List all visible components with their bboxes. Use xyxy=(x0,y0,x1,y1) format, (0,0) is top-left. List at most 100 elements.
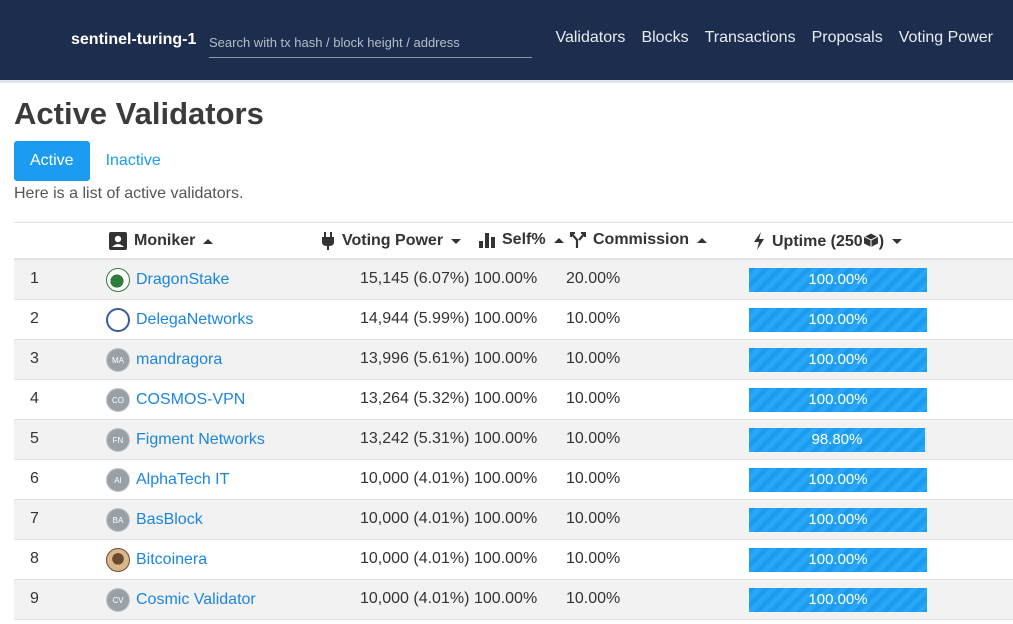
uptime-bar: 98.80% xyxy=(749,428,927,452)
sort-down-icon xyxy=(892,239,903,244)
table-row[interactable]: 8 Bitcoinera 10,000 (4.01%) 100.00% 10.0… xyxy=(14,540,1013,580)
tab-active[interactable]: Active xyxy=(14,141,90,181)
avatar: CV xyxy=(106,588,130,612)
tab-inactive[interactable]: Inactive xyxy=(105,152,161,169)
column-header-commission[interactable]: Commission xyxy=(569,231,709,249)
validator-link[interactable]: Cosmic Validator xyxy=(136,591,256,608)
page-title: Active Validators xyxy=(14,96,264,131)
nav-link-transactions[interactable]: Transactions xyxy=(704,29,796,46)
uptime-bar: 100.00% xyxy=(749,308,927,332)
table-row[interactable]: 4 CO COSMOS-VPN 13,264 (5.32%) 100.00% 1… xyxy=(14,380,1013,420)
voting-power-cell: 13,242 (5.31%) xyxy=(360,430,470,447)
uptime-fill: 100.00% xyxy=(749,388,927,412)
validator-link[interactable]: Bitcoinera xyxy=(136,551,208,568)
rank-cell: 7 xyxy=(30,510,39,527)
network-brand[interactable]: sentinel-turing-1 xyxy=(71,31,197,48)
nav-link-voting-power[interactable]: Voting Power xyxy=(898,29,993,46)
top-navbar: sentinel-turing-1 Validators Blocks Tran… xyxy=(0,0,1013,83)
rank-cell: 1 xyxy=(30,270,39,287)
voting-power-cell: 13,264 (5.32%) xyxy=(360,390,470,407)
commission-cell: 10.00% xyxy=(566,310,621,327)
uptime-bar: 100.00% xyxy=(749,548,927,572)
commission-cell: 10.00% xyxy=(566,550,621,567)
nav-link-validators[interactable]: Validators xyxy=(555,29,626,46)
table-row[interactable]: 5 FN Figment Networks 13,242 (5.31%) 100… xyxy=(14,420,1013,460)
column-header-moniker[interactable]: Moniker xyxy=(108,231,215,251)
voting-power-cell: 10,000 (4.01%) xyxy=(360,510,470,527)
rank-cell: 2 xyxy=(30,310,39,327)
validator-link[interactable]: AlphaTech IT xyxy=(136,471,230,488)
validator-link[interactable]: COSMOS-VPN xyxy=(136,391,246,408)
nav-link-proposals[interactable]: Proposals xyxy=(811,29,883,46)
uptime-bar: 100.00% xyxy=(749,588,927,612)
avatar: MA xyxy=(106,348,130,372)
table-row[interactable]: 9 CV Cosmic Validator 10,000 (4.01%) 100… xyxy=(14,580,1013,620)
rank-cell: 3 xyxy=(30,350,39,367)
validator-link[interactable]: Figment Networks xyxy=(136,431,265,448)
validator-link[interactable]: DragonStake xyxy=(136,271,230,288)
table-row[interactable]: 3 MA mandragora 13,996 (5.61%) 100.00% 1… xyxy=(14,340,1013,380)
uptime-fill: 100.00% xyxy=(749,308,927,332)
column-label-self: Self% xyxy=(502,231,546,248)
validators-table: Moniker Voting Power Self% Commission Up… xyxy=(14,222,1013,620)
commission-cell: 20.00% xyxy=(566,270,621,287)
uptime-fill: 98.80% xyxy=(749,428,925,452)
table-row[interactable]: 7 BA BasBlock 10,000 (4.01%) 100.00% 10.… xyxy=(14,500,1013,540)
nav-link-blocks[interactable]: Blocks xyxy=(641,29,689,46)
moniker-cell: CV Cosmic Validator xyxy=(106,588,256,612)
moniker-cell: Bitcoinera xyxy=(106,548,207,572)
uptime-fill: 100.00% xyxy=(749,468,927,492)
moniker-cell: AI AlphaTech IT xyxy=(106,468,229,492)
moniker-cell: DragonStake xyxy=(106,268,229,292)
self-percent-cell: 100.00% xyxy=(474,350,538,367)
commission-cell: 10.00% xyxy=(566,430,621,447)
column-header-self[interactable]: Self% xyxy=(478,231,566,249)
fork-icon xyxy=(570,232,586,248)
search-input[interactable] xyxy=(209,28,532,57)
uptime-bar: 100.00% xyxy=(749,348,927,372)
moniker-cell: BA BasBlock xyxy=(106,508,203,532)
moniker-cell: MA mandragora xyxy=(106,348,222,372)
uptime-fill: 100.00% xyxy=(749,548,927,572)
table-row[interactable]: 6 AI AlphaTech IT 10,000 (4.01%) 100.00%… xyxy=(14,460,1013,500)
voting-power-cell: 10,000 (4.01%) xyxy=(360,550,470,567)
nav-links: Validators Blocks Transactions Proposals… xyxy=(555,29,993,47)
plug-icon xyxy=(322,232,334,250)
column-header-uptime[interactable]: Uptime (250) xyxy=(752,231,904,251)
uptime-bar: 100.00% xyxy=(749,468,927,492)
bar-chart-icon xyxy=(479,233,495,248)
self-percent-cell: 100.00% xyxy=(474,270,538,287)
self-percent-cell: 100.00% xyxy=(474,430,538,447)
cube-icon xyxy=(862,231,879,247)
self-percent-cell: 100.00% xyxy=(474,470,538,487)
table-row[interactable]: 2 DelegaNetworks 14,944 (5.99%) 100.00% … xyxy=(14,300,1013,340)
avatar: BA xyxy=(106,508,130,532)
voting-power-cell: 13,996 (5.61%) xyxy=(360,350,470,367)
column-label-moniker: Moniker xyxy=(134,232,196,249)
search-bar[interactable] xyxy=(209,28,532,58)
avatar: CO xyxy=(106,388,130,412)
commission-cell: 10.00% xyxy=(566,470,621,487)
avatar xyxy=(106,308,130,332)
column-header-voting-power[interactable]: Voting Power xyxy=(320,231,463,251)
table-row[interactable]: 1 DragonStake 15,145 (6.07%) 100.00% 20.… xyxy=(14,260,1013,300)
column-label-voting-power: Voting Power xyxy=(342,232,444,249)
validator-link[interactable]: mandragora xyxy=(136,351,223,368)
commission-cell: 10.00% xyxy=(566,350,621,367)
moniker-cell: CO COSMOS-VPN xyxy=(106,388,245,412)
avatar xyxy=(106,268,130,292)
validator-link[interactable]: BasBlock xyxy=(136,511,203,528)
uptime-bar: 100.00% xyxy=(749,268,927,292)
rank-cell: 8 xyxy=(30,550,39,567)
rank-cell: 6 xyxy=(30,470,39,487)
self-percent-cell: 100.00% xyxy=(474,510,538,527)
uptime-fill: 100.00% xyxy=(749,268,927,292)
rank-cell: 5 xyxy=(30,430,39,447)
id-card-icon xyxy=(109,232,127,250)
sort-up-icon xyxy=(553,238,564,243)
validator-link[interactable]: DelegaNetworks xyxy=(136,311,254,328)
voting-power-cell: 15,145 (6.07%) xyxy=(360,270,470,287)
table-header: Moniker Voting Power Self% Commission Up… xyxy=(14,223,1013,260)
avatar xyxy=(106,548,130,572)
page-description: Here is a list of active validators. xyxy=(14,185,244,202)
